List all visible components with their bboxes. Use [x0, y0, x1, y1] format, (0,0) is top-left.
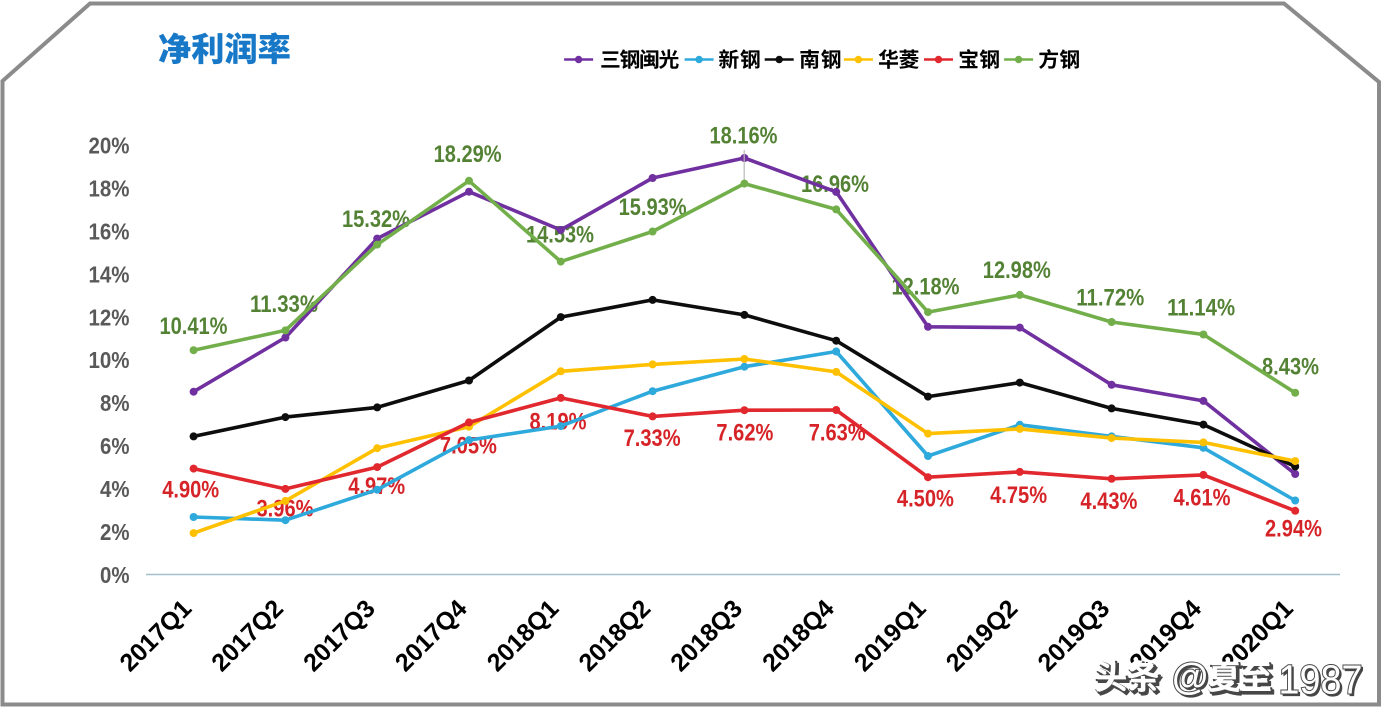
svg-text:11.72%: 11.72%: [1076, 285, 1144, 312]
svg-text:16%: 16%: [89, 218, 130, 244]
svg-text:4.61%: 4.61%: [1174, 484, 1231, 511]
svg-text:14.53%: 14.53%: [526, 222, 594, 249]
svg-text:1987: 1987: [1280, 658, 1364, 704]
svg-text:15.93%: 15.93%: [619, 194, 687, 221]
svg-text:4.75%: 4.75%: [990, 482, 1047, 509]
svg-text:4.90%: 4.90%: [162, 477, 219, 504]
svg-text:4.50%: 4.50%: [897, 486, 954, 513]
svg-text:@: @: [1172, 656, 1208, 697]
svg-text:8%: 8%: [100, 390, 130, 416]
svg-text:8.19%: 8.19%: [530, 409, 587, 436]
svg-text:4.43%: 4.43%: [1080, 488, 1137, 515]
svg-text:@: @: [1174, 658, 1210, 699]
svg-text:1987: 1987: [1279, 657, 1363, 703]
svg-text:0%: 0%: [100, 562, 130, 588]
svg-text:10%: 10%: [89, 347, 130, 373]
svg-text:14%: 14%: [89, 261, 130, 287]
svg-text:20%: 20%: [89, 133, 130, 159]
svg-text:7.62%: 7.62%: [716, 420, 773, 447]
svg-text:18%: 18%: [89, 176, 130, 202]
svg-text:12.98%: 12.98%: [983, 257, 1051, 284]
svg-text:7.33%: 7.33%: [624, 425, 681, 452]
svg-text:12%: 12%: [89, 304, 130, 330]
svg-text:6%: 6%: [100, 433, 130, 459]
svg-text:10.41%: 10.41%: [160, 313, 228, 340]
svg-text:11.14%: 11.14%: [1167, 295, 1235, 322]
svg-text:18.16%: 18.16%: [710, 123, 778, 150]
svg-text:4%: 4%: [100, 476, 130, 502]
svg-text:2%: 2%: [100, 519, 130, 545]
svg-text:18.29%: 18.29%: [434, 141, 502, 168]
svg-text:2.94%: 2.94%: [1265, 516, 1322, 543]
